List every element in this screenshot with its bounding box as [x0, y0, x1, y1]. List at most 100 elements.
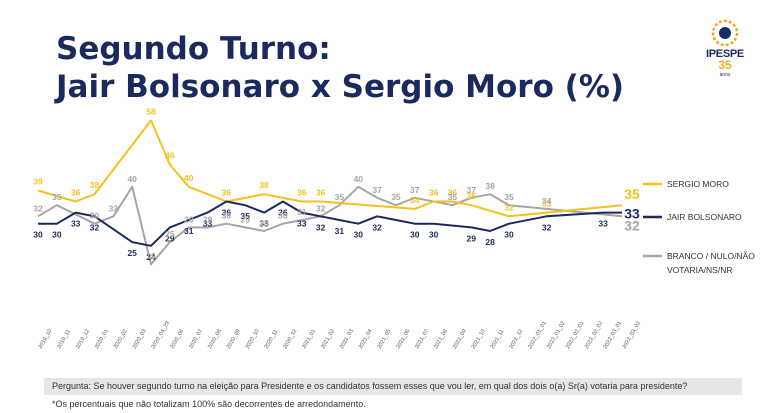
logo-name: IPESPE	[706, 48, 744, 60]
data-label: 35	[504, 192, 514, 202]
x-tick-label: 2021_04	[358, 328, 374, 350]
rounding-footnote: *Os percentuais que não totalizam 100% s…	[52, 399, 366, 409]
x-tick-label: 2021_03	[339, 328, 355, 350]
data-label: 33	[71, 219, 81, 229]
data-label: 35	[391, 192, 401, 202]
data-label: 31	[335, 226, 345, 236]
globe-icon	[711, 19, 739, 47]
data-label: 33	[542, 199, 552, 209]
data-label: 30	[410, 230, 420, 240]
x-tick-label: 2020_04_29	[151, 321, 171, 350]
data-label: 33	[203, 219, 213, 229]
x-tick-label: 2022_01_02	[546, 321, 566, 350]
data-label: 38	[90, 180, 100, 190]
legend-label: BRANCO / NULO/NÃO	[667, 251, 755, 261]
data-label: 30	[354, 230, 364, 240]
data-label: 30	[90, 211, 100, 221]
data-label: 34	[542, 196, 552, 206]
x-tick-label: 2020_03	[132, 328, 148, 350]
data-label: 30	[52, 230, 62, 240]
logo-years-label: anos	[719, 72, 731, 78]
x-tick-label: 2022_01_01	[527, 321, 547, 350]
x-tick-label: 2019_12	[75, 328, 91, 350]
data-label: 28	[259, 218, 269, 228]
data-label: 46	[165, 151, 175, 161]
ipespe-logo: IPESPE 35 anos	[700, 18, 750, 88]
x-tick-label: 2020_01	[94, 328, 110, 350]
data-label: 33	[259, 219, 269, 229]
data-label: 35	[624, 186, 640, 202]
data-label: 28	[485, 237, 495, 247]
data-label: 35	[448, 192, 458, 202]
title-line-2: Jair Bolsonaro x Sergio Moro (%)	[56, 69, 625, 105]
legend-label-line2: VOTARIA/NS/NR	[667, 265, 733, 275]
data-label: 35	[52, 192, 62, 202]
x-tick-label: 2021_08	[433, 328, 449, 350]
data-label: 29	[203, 214, 213, 224]
data-label: 33	[297, 219, 307, 229]
data-label: 32	[542, 222, 552, 232]
x-tick-label: 2020_07	[188, 328, 204, 350]
data-label: 36	[71, 188, 81, 198]
x-tick-label: 2021_01	[301, 328, 317, 350]
data-label: 36	[448, 188, 458, 198]
data-label: 32	[109, 203, 119, 213]
data-label: 32	[90, 222, 100, 232]
x-tick-label: 2021_02	[320, 328, 336, 350]
x-tick-label: 2020_11	[264, 329, 280, 350]
data-label: 29	[240, 214, 250, 224]
data-label: 25	[165, 229, 175, 239]
data-label: 30	[33, 230, 43, 240]
data-label: 58	[146, 106, 156, 116]
x-tick-label: 2022_03_01	[603, 321, 623, 350]
data-label: 35	[240, 211, 250, 221]
data-label: 31	[297, 207, 307, 217]
x-tick-label: 2020_12	[282, 328, 298, 350]
data-label: 19	[146, 251, 156, 261]
x-tick-label: 2021_06	[395, 328, 411, 350]
data-label: 39	[33, 176, 43, 186]
x-tick-label: 2020_06	[169, 328, 185, 350]
x-tick-label: 2021_11	[490, 329, 506, 350]
data-label: 36	[222, 188, 232, 198]
data-label: 30	[278, 211, 288, 221]
legend-label: SERGIO MORO	[667, 179, 729, 189]
x-tick-label: 2021_12	[509, 328, 525, 350]
data-label: 30	[222, 211, 232, 221]
data-label: 37	[467, 185, 477, 195]
x-tick-label: 2021_05	[377, 328, 393, 350]
legend-label: JAIR BOLSONARO	[667, 212, 742, 222]
page-title: Segundo Turno: Jair Bolsonaro x Sergio M…	[56, 30, 624, 106]
series-line-1	[38, 200, 622, 247]
data-label: 35	[335, 192, 345, 202]
x-tick-label: 2022_02_02	[584, 321, 604, 350]
data-label: 36	[297, 188, 307, 198]
data-label: 40	[184, 173, 194, 183]
data-label: 32	[316, 203, 326, 213]
data-label: 32	[624, 217, 640, 233]
data-label: 40	[354, 174, 364, 184]
title-line-1: Segundo Turno:	[56, 31, 331, 67]
data-label: 29	[184, 214, 194, 224]
data-label: 29	[165, 233, 175, 243]
data-label: 37	[372, 185, 382, 195]
data-label: 30	[504, 230, 514, 240]
data-label: 36	[278, 208, 288, 218]
data-label: 36	[316, 188, 326, 198]
x-tick-label: 2020_09	[226, 328, 242, 350]
x-tick-label: 2020_08	[207, 328, 223, 350]
data-label: 35	[467, 191, 477, 201]
data-label: 25	[127, 248, 137, 258]
x-tick-label: 2021_07	[414, 328, 430, 350]
data-label: 38	[485, 181, 495, 191]
line-chart: 2019_10 2019_11 2019_12 2020_01 2020_02 2020_…	[33, 106, 755, 350]
x-tick-label: 2022_03_02	[622, 321, 642, 350]
x-tick-label: 2021_09	[452, 328, 468, 350]
data-label: 32	[372, 222, 382, 232]
data-label: 32	[316, 222, 326, 232]
question-footer: Pergunta: Se houver segundo turno na ele…	[44, 378, 742, 395]
x-tick-label: 2021_10	[471, 328, 487, 350]
x-tick-label: 2019_10	[38, 328, 54, 350]
data-label: 40	[127, 174, 137, 184]
data-label: 30	[429, 230, 439, 240]
